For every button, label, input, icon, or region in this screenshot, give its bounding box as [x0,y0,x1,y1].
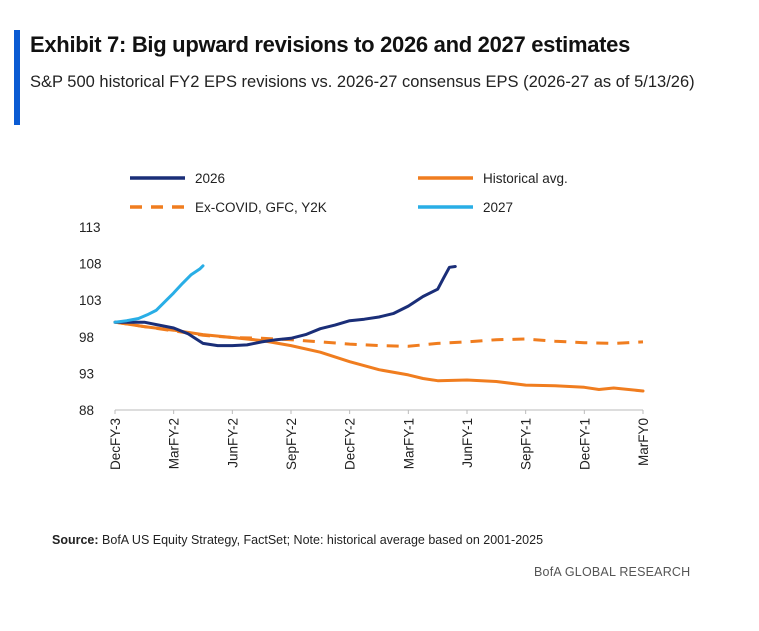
y-tick-label-93: 93 [79,366,94,381]
x-tick-label-decfy-3: DecFY-3 [108,418,123,470]
x-tick-label-marfy-1: MarFY-1 [401,418,416,469]
x-tick-label-sepfy-1: SepFY-1 [519,418,534,470]
series-line-historical-avg [113,320,645,393]
chart-title: Exhibit 7: Big upward revisions to 2026 … [30,32,631,57]
legend-label-2026: 2026 [195,171,225,186]
y-tick-label-103: 103 [79,293,102,308]
x-tick-label-junfy-1: JunFY-1 [460,418,475,468]
x-tick-label-decfy-1: DecFY-1 [577,418,592,470]
legend-label-2027: 2027 [483,200,513,215]
eps-revisions-chart: 2026 Historical avg. Ex-COVID, GFC, Y2K 202… [79,171,651,470]
chart-subtitle: S&P 500 historical FY2 EPS revisions vs.… [30,73,695,91]
legend-label-ex-covid-gfc-y2k: Ex-COVID, GFC, Y2K [195,200,327,215]
x-tick-label-decfy-2: DecFY-2 [343,418,358,470]
source-text: BofA US Equity Strategy, FactSet; Note: … [102,533,544,547]
y-tick-label-88: 88 [79,403,94,418]
legend-label-historical-avg: Historical avg. [483,171,568,186]
y-axis: 113 108 103 98 93 88 [79,220,102,418]
x-tick-label-sepfy-2: SepFY-2 [284,418,299,470]
y-tick-label-113: 113 [79,220,101,235]
source-label: Source: [52,533,99,547]
y-tick-label-98: 98 [79,330,94,345]
series-lines [113,264,645,393]
series-line-ex-covid-gfc-y2k [114,320,644,348]
y-tick-label-108: 108 [79,257,102,272]
series-line-2026 [113,265,457,348]
source-note: Source: BofA US Equity Strategy, FactSet… [52,533,543,547]
brand-label: BofA GLOBAL RESEARCH [534,565,691,579]
x-tick-label-marfy-2: MarFY-2 [167,418,182,469]
x-axis: DecFY-3 MarFY-2 JunFY-2 SepFY-2 DecFY-2 MarFY… [108,409,651,470]
series-line-2027 [113,264,205,324]
legend: 2026 Historical avg. Ex-COVID, GFC, Y2K 202… [130,171,568,215]
x-tick-label-marfy0: MarFY0 [636,418,651,466]
x-tick-label-junfy-2: JunFY-2 [225,418,240,468]
accent-bar [14,30,20,125]
